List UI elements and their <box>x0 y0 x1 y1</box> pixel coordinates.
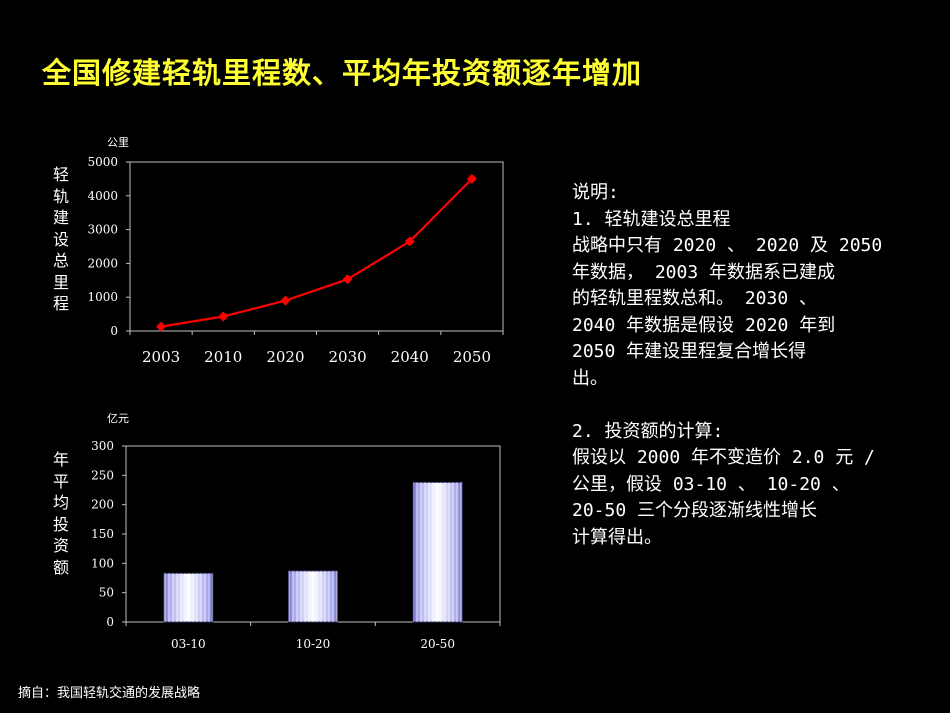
note-line: 1. 轻轨建设总里程 <box>572 208 731 230</box>
note-line: 2040 年数据是假设 2020 年到 <box>572 314 836 336</box>
bar-chart: 0 50 100 150 200 250 300 03-10 10-20 20-50 <box>91 439 501 651</box>
note-line: 的轻轨里程数总和。 2030 、 <box>572 288 818 309</box>
page-title: 全国修建轻轨里程数、平均年投资额逐年增加 <box>42 56 643 90</box>
note-line: 20-50 三个分段逐渐线性增长 <box>572 500 818 521</box>
note-line <box>572 392 932 419</box>
bar-stripes <box>163 573 213 622</box>
x-tick-label: 2040 <box>391 348 429 366</box>
y-tick-label: 150 <box>91 527 114 541</box>
note-line: 战略中只有 2020 、 2020 及 2050 <box>572 235 883 256</box>
note-line: 出。 <box>572 367 608 389</box>
y-tick-label: 3000 <box>87 223 118 237</box>
series-line <box>160 178 473 328</box>
data-point <box>156 321 167 332</box>
note-line: 计算得出。 <box>572 526 662 548</box>
data-point <box>466 173 477 184</box>
y-tick-label: 50 <box>99 586 114 600</box>
x-tick-label: 20-50 <box>420 637 455 651</box>
x-tick-label: 2050 <box>453 348 491 366</box>
line-chart-unit: 公里 <box>107 136 129 149</box>
y-tick-label: 0 <box>110 324 118 338</box>
note-line: 年数据， 2003 年数据系已建成 <box>572 261 836 283</box>
y-tick-label: 1000 <box>87 290 118 304</box>
x-tick-label: 2010 <box>204 348 242 366</box>
data-point <box>404 236 415 247</box>
x-tick-label: 2020 <box>266 348 304 366</box>
y-tick-label: 4000 <box>87 189 118 203</box>
x-tick-label: 2003 <box>142 348 180 366</box>
y-tick-label: 5000 <box>87 155 118 169</box>
y-tick-label: 300 <box>91 439 114 453</box>
note-line: 假设以 2000 年不变造价 2.0 元 / <box>572 447 875 468</box>
y-tick-label: 0 <box>106 615 114 629</box>
note-line: 公里，假设 03-10 、 10-20 、 <box>572 473 850 495</box>
data-point <box>280 295 291 306</box>
source-citation: 摘自：我国轻轨交通的发展战略 <box>18 686 201 701</box>
bar-stripes <box>288 570 338 622</box>
note-line: 2. 投资额的计算: <box>572 420 724 442</box>
x-tick-label: 2030 <box>328 348 366 366</box>
data-point <box>218 311 229 322</box>
line-chart-ylabel: 轻轨建设总里程 <box>52 165 69 313</box>
bar-chart-unit: 亿元 <box>107 412 129 425</box>
data-point <box>342 274 353 285</box>
y-tick-label: 100 <box>91 556 114 570</box>
y-tick-label: 250 <box>91 468 114 482</box>
x-tick-label: 03-10 <box>171 637 206 651</box>
y-tick-label: 2000 <box>87 256 118 270</box>
y-tick-label: 200 <box>91 498 114 512</box>
x-tick-label: 10-20 <box>296 637 331 651</box>
explanation-notes: 说明: 1. 轻轨建设总里程战略中只有 2020 、 2020 及 2050 年数据… <box>572 180 932 551</box>
line-plot-area <box>129 161 504 332</box>
note-line: 说明: <box>572 182 619 203</box>
bar-stripes <box>413 482 463 622</box>
line-chart: 0 1000 2000 3000 4000 5000 2003 2010 2020 2030 204… <box>87 155 504 366</box>
note-line: 2050 年建设里程复合增长得 <box>572 341 807 362</box>
bar-chart-ylabel: 年平均投资额 <box>52 450 69 577</box>
